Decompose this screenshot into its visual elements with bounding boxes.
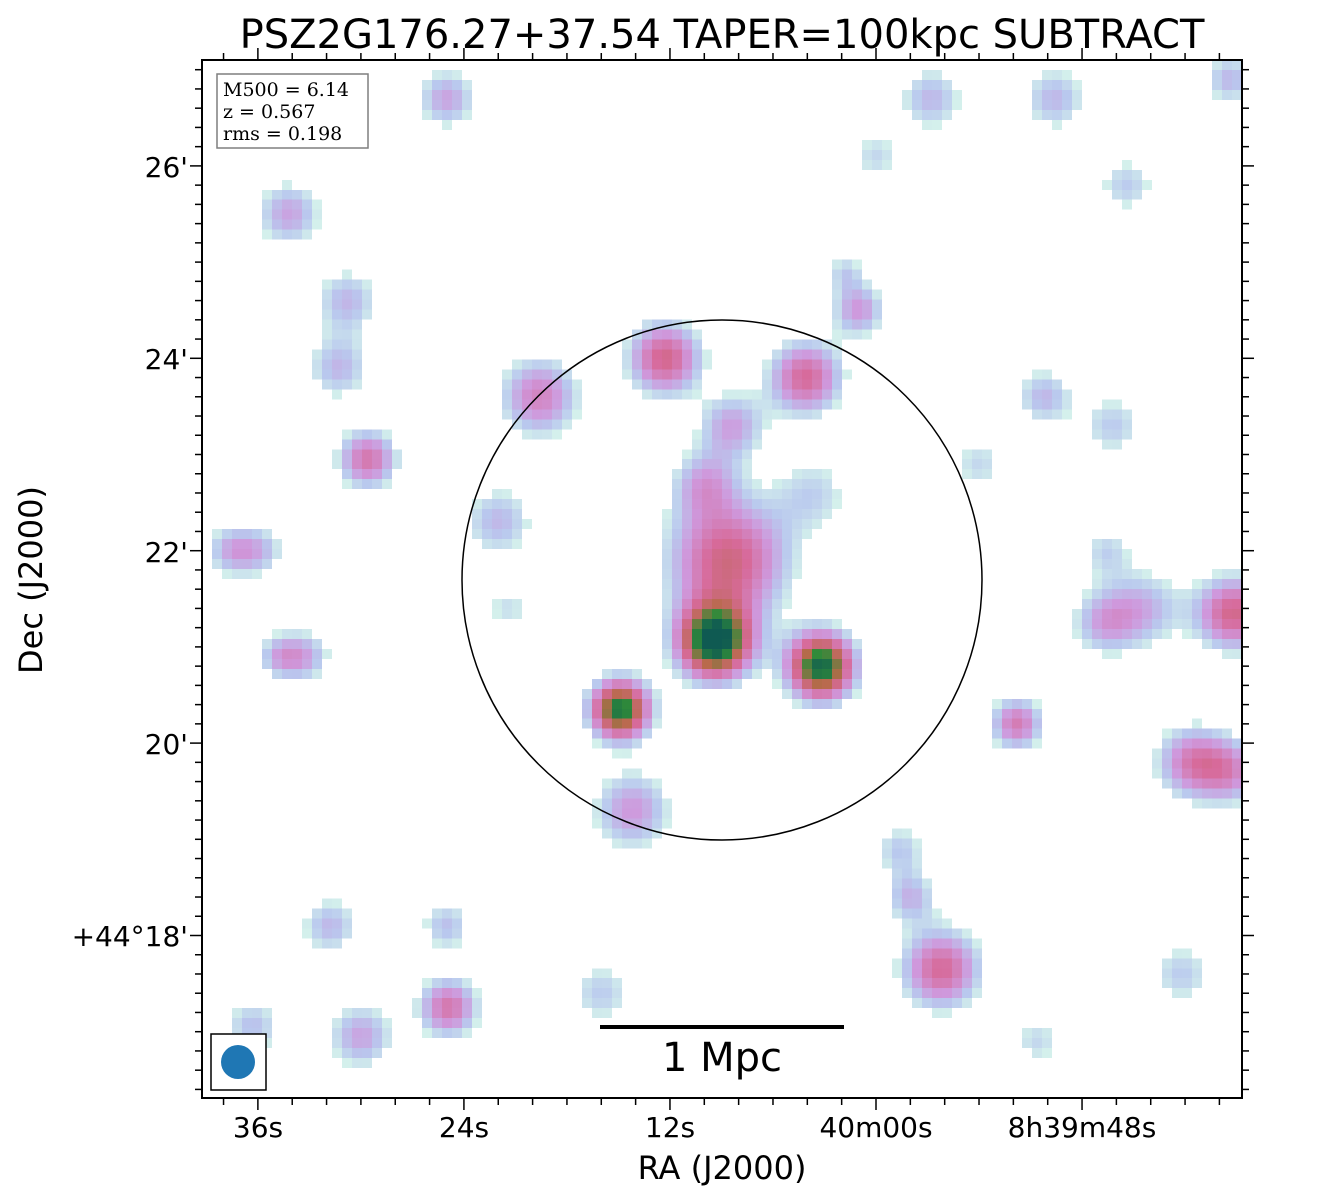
y-axis-label: Dec (J2000) bbox=[12, 486, 50, 674]
y-tick-labels: 26' 24' 22' 20' +44°18' bbox=[72, 151, 188, 953]
x-tick-label: 8h39m48s bbox=[1008, 1111, 1157, 1144]
x-tick-label: 24s bbox=[439, 1111, 489, 1144]
y-tick-label: 24' bbox=[145, 343, 188, 376]
info-rms: rms = 0.198 bbox=[223, 123, 342, 145]
y-tick-label: 22' bbox=[145, 536, 188, 569]
x-tick-label: 36s bbox=[233, 1111, 283, 1144]
info-redshift: z = 0.567 bbox=[223, 101, 315, 123]
info-box bbox=[216, 73, 369, 149]
x-tick-labels: 36s 24s 12s 40m00s 8h39m48s bbox=[233, 1111, 1156, 1144]
y-tick-label: 26' bbox=[145, 151, 188, 184]
radio-image bbox=[202, 60, 1242, 1098]
chart-title: PSZ2G176.27+37.54 TAPER=100kpc SUBTRACT bbox=[240, 12, 1205, 58]
x-axis-label: RA (J2000) bbox=[638, 1149, 807, 1187]
x-tick-label: 40m00s bbox=[819, 1111, 932, 1144]
x-tick-label: 12s bbox=[645, 1111, 695, 1144]
y-tick-label: 20' bbox=[145, 728, 188, 761]
axis-ticks bbox=[190, 48, 1254, 1110]
heatmap-raster bbox=[202, 60, 1242, 1098]
y-tick-label: +44°18' bbox=[72, 920, 188, 953]
scalebar-label: 1 Mpc bbox=[662, 1035, 782, 1081]
info-m500: M500 = 6.14 bbox=[223, 79, 349, 101]
overlay: 1 Mpc M500 = 6.14 z = 0.567 rms = 0.198 bbox=[210, 73, 983, 1091]
plot-frame bbox=[201, 59, 1243, 1099]
beam-ellipse bbox=[221, 1045, 255, 1079]
r500-circle bbox=[461, 319, 983, 841]
